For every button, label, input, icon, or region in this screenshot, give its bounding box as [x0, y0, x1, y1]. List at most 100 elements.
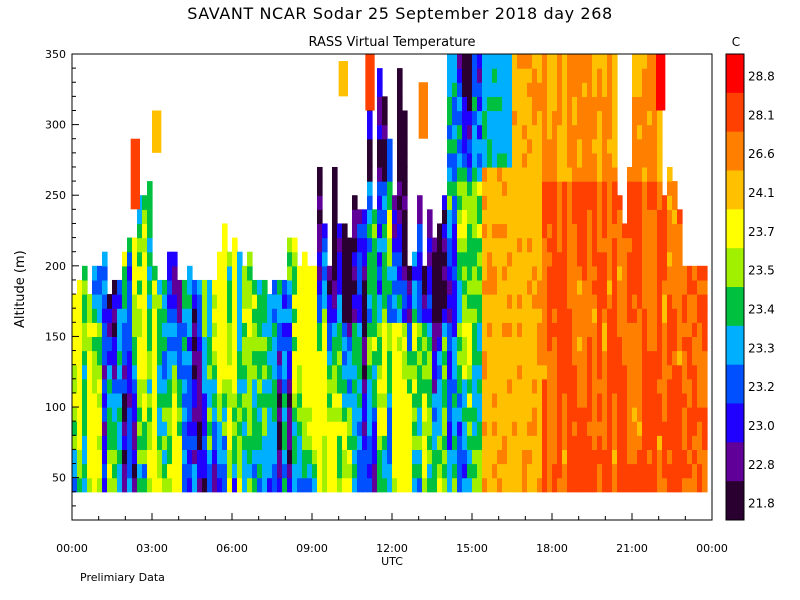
heatmap-cell — [682, 477, 688, 493]
heatmap-cell — [267, 392, 273, 408]
heatmap-cell — [472, 138, 478, 154]
heatmap-cell — [367, 279, 373, 295]
heatmap-cell — [487, 463, 493, 479]
colorbar-segment — [726, 287, 744, 327]
heatmap-cell — [502, 308, 508, 323]
heatmap-cell — [342, 294, 348, 309]
heatmap-cell — [507, 166, 513, 182]
heatmap-cell — [397, 82, 403, 97]
heatmap-cell — [457, 308, 463, 323]
heatmap-cell — [402, 279, 408, 295]
heatmap-cell — [242, 308, 248, 323]
heatmap-cell — [157, 336, 163, 352]
heatmap-cell — [197, 407, 203, 422]
heatmap-cell — [462, 350, 468, 366]
heatmap-cell — [262, 463, 268, 479]
heatmap-cell — [477, 265, 483, 281]
heatmap-cell — [532, 336, 538, 352]
heatmap-cell — [212, 378, 218, 394]
heatmap-cell — [602, 378, 608, 394]
heatmap-cell — [577, 421, 583, 436]
heatmap-cell — [317, 336, 323, 352]
heatmap-cell — [587, 350, 593, 366]
heatmap-cell — [82, 350, 88, 366]
heatmap-cell — [72, 449, 78, 465]
heatmap-cell — [577, 477, 583, 493]
heatmap-cell — [107, 378, 113, 394]
heatmap-cell — [592, 251, 598, 267]
heatmap-cell — [502, 378, 508, 394]
heatmap-cell — [592, 68, 598, 83]
heatmap-cell — [237, 392, 243, 408]
heatmap-cell — [372, 209, 378, 225]
heatmap-cell — [72, 392, 78, 408]
heatmap-cell — [142, 237, 148, 253]
heatmap-cell — [362, 223, 368, 239]
heatmap-cell — [697, 350, 703, 366]
heatmap-cell — [532, 392, 538, 408]
heatmap-cell — [322, 265, 328, 281]
heatmap-cell — [542, 378, 548, 394]
heatmap-cell — [292, 421, 298, 436]
heatmap-cell — [287, 463, 293, 479]
heatmap-cell — [327, 392, 333, 408]
heatmap-cell — [687, 392, 693, 408]
heatmap-cell — [317, 223, 323, 239]
heatmap-cell — [112, 435, 118, 450]
heatmap-cell — [527, 407, 533, 422]
heatmap-cell — [152, 308, 158, 323]
heatmap-cell — [657, 124, 663, 140]
heatmap-cell — [362, 209, 368, 225]
heatmap-cell — [697, 407, 703, 422]
heatmap-cell — [682, 407, 688, 422]
heatmap-cell — [472, 477, 478, 493]
heatmap-cell — [137, 322, 143, 338]
heatmap-cell — [452, 463, 458, 479]
heatmap-cell — [142, 364, 148, 380]
heatmap-cell — [447, 378, 453, 394]
heatmap-cell — [502, 463, 508, 479]
heatmap-cell — [357, 308, 363, 323]
heatmap-cell — [227, 251, 233, 267]
heatmap-cell — [592, 308, 598, 323]
heatmap-cell — [682, 435, 688, 450]
heatmap-cell — [467, 110, 473, 126]
heatmap-cell — [487, 308, 493, 323]
heatmap-cell — [212, 463, 218, 479]
heatmap-cell — [547, 251, 553, 267]
heatmap-cell — [497, 364, 503, 380]
heatmap-cell — [537, 181, 543, 196]
heatmap-cell — [267, 294, 273, 309]
heatmap-cell — [287, 378, 293, 394]
heatmap-cell — [332, 251, 338, 267]
heatmap-cell — [547, 223, 553, 239]
heatmap-cell — [647, 209, 653, 225]
heatmap-cell — [567, 392, 573, 408]
heatmap-cell — [362, 265, 368, 281]
heatmap-cell — [287, 364, 293, 380]
heatmap-cell — [157, 407, 163, 422]
heatmap-cell — [562, 152, 568, 168]
heatmap-cell — [377, 237, 383, 253]
heatmap-cell — [117, 378, 123, 394]
heatmap-cell — [557, 54, 563, 69]
heatmap-cell — [322, 336, 328, 352]
heatmap-cell — [117, 350, 123, 366]
heatmap-cell — [142, 265, 148, 281]
heatmap-cell — [292, 279, 298, 295]
heatmap-cell — [217, 477, 223, 493]
heatmap-cell — [392, 449, 398, 465]
heatmap-cell — [252, 308, 258, 323]
heatmap-cell — [567, 308, 573, 323]
heatmap-cell — [547, 124, 553, 140]
heatmap-cell — [627, 435, 633, 450]
heatmap-cell — [677, 407, 683, 422]
heatmap-cell — [212, 350, 218, 366]
heatmap-cell — [497, 463, 503, 479]
heatmap-cell — [357, 294, 363, 309]
heatmap-cell — [237, 435, 243, 450]
heatmap-cell — [437, 237, 443, 253]
heatmap-cell — [562, 421, 568, 436]
heatmap-cell — [577, 68, 583, 83]
heatmap-cell — [382, 435, 388, 450]
